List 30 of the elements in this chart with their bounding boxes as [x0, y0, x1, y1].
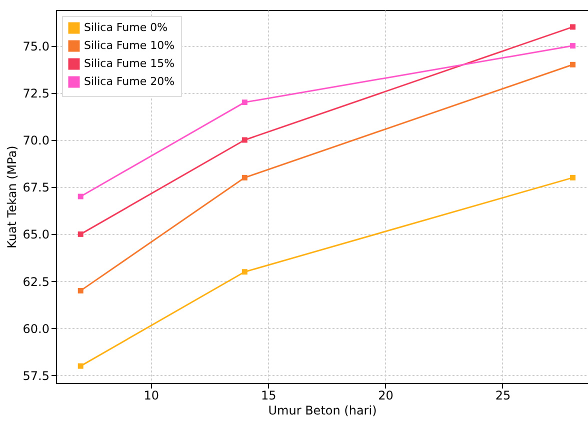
legend-label: Silica Fume 15%: [84, 57, 175, 70]
x-tick-label: 25: [495, 388, 511, 402]
point: [242, 174, 248, 180]
point: [78, 363, 84, 369]
x-tick-label: 20: [378, 388, 394, 402]
point: [570, 24, 576, 30]
point: [78, 231, 84, 237]
legend-label: Silica Fume 10%: [84, 39, 175, 52]
point: [78, 194, 84, 200]
point: [570, 174, 576, 180]
point: [242, 137, 248, 143]
y-tick-label: 70.0: [22, 133, 50, 148]
point: [78, 288, 84, 294]
x-tick-label: 15: [260, 388, 276, 402]
y-tick-label: 57.5: [22, 368, 50, 383]
point: [242, 269, 248, 275]
y-tick-label: 60.0: [22, 322, 50, 336]
y-tick-label: 75.0: [22, 39, 50, 54]
x-axis-title: Umur Beton (hari): [268, 404, 377, 418]
y-tick-label: 67.5: [22, 180, 50, 195]
point: [570, 43, 576, 49]
legend-label: Silica Fume 20%: [84, 75, 175, 88]
point: [570, 62, 576, 68]
legend-label: Silica Fume 0%: [84, 21, 168, 34]
y-tick-label: 62.5: [22, 274, 50, 289]
y-tick-label: 65.0: [22, 228, 50, 242]
point: [242, 100, 248, 106]
x-tick-label: 10: [144, 388, 160, 402]
y-axis-title: Kuat Tekan (MPa): [4, 146, 19, 248]
y-tick-label: 72.5: [22, 86, 50, 100]
